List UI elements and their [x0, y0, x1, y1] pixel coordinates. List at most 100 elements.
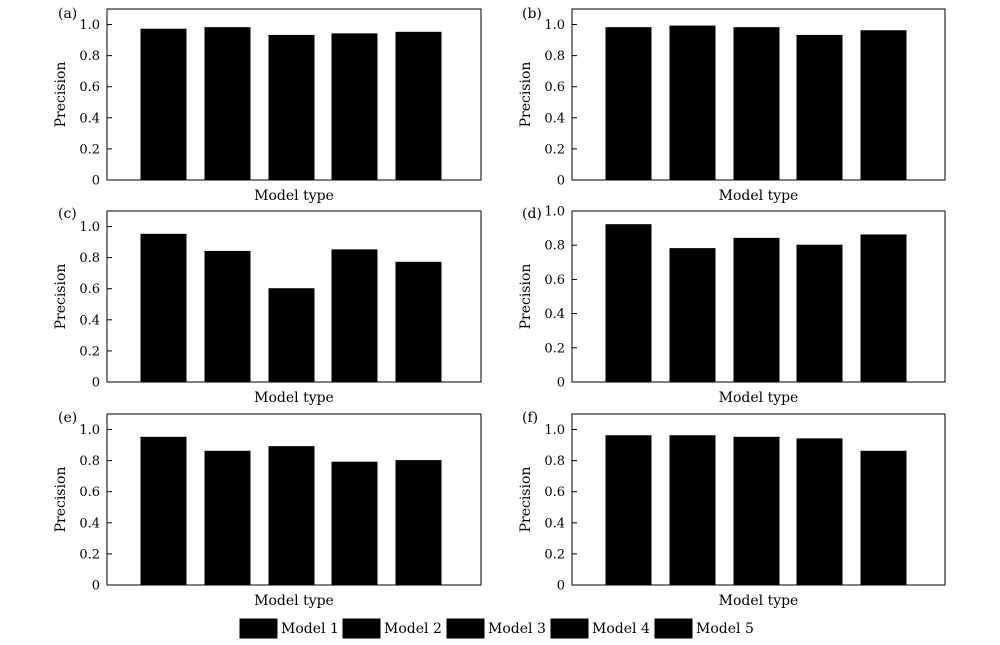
chart-panel: (a) 0 0.2 0.4 0.6 0.8 1.0 Precision Model type	[53, 6, 482, 204]
bar-fill	[205, 251, 250, 382]
x-axis-title: Model type	[719, 390, 799, 406]
legend-swatch-fill	[343, 619, 380, 638]
y-tick-label: 0.8	[544, 49, 565, 64]
bar-outline	[669, 248, 716, 383]
bar-outline	[605, 27, 652, 181]
bar-fill	[141, 29, 186, 180]
bar-outline	[204, 450, 251, 586]
y-tick-label: 0	[92, 579, 100, 594]
bar-fill	[734, 27, 779, 181]
bar-3	[733, 27, 780, 181]
legend-swatch-fill	[447, 619, 484, 638]
bar-outline	[605, 435, 652, 586]
y-tick-label: 1.0	[79, 220, 100, 235]
panel-label: (c)	[58, 206, 77, 222]
legend-label: Model 5	[696, 621, 754, 637]
x-axis-title: Model type	[254, 390, 334, 406]
bar-fill	[205, 451, 250, 585]
y-tick-label: 0	[92, 174, 100, 189]
y-tick-label: 0.4	[544, 111, 565, 126]
bar-3	[268, 288, 315, 383]
legend-entry: Model 1	[239, 618, 339, 639]
bar-2	[204, 27, 251, 181]
y-tick-label: 0.8	[79, 49, 100, 64]
y-tick-label: 0.6	[544, 80, 565, 95]
bar-fill	[269, 35, 314, 180]
bar-1	[140, 233, 187, 383]
panel-label: (a)	[58, 6, 77, 22]
legend-entry: Model 3	[446, 618, 546, 639]
y-tick-label: 0	[557, 579, 565, 594]
y-tick-label: 0.8	[79, 454, 100, 469]
y-axis-title: Precision	[518, 264, 534, 330]
y-axis-title: Precision	[53, 264, 69, 330]
bar-fill	[670, 248, 715, 382]
bar-outline	[204, 27, 251, 181]
bar-outline	[796, 34, 843, 181]
legend-swatch-fill	[655, 619, 692, 638]
bar-outline	[268, 34, 315, 181]
legend: Model 1 Model 2 Model 3 Model 4 Model 5	[239, 618, 754, 639]
bar-fill	[141, 234, 186, 382]
legend-label: Model 1	[281, 621, 339, 637]
bar-fill	[670, 435, 715, 585]
bar-outline	[669, 435, 716, 586]
bar-fill	[396, 460, 441, 585]
bar-fill	[332, 462, 377, 585]
x-axis-title: Model type	[719, 593, 799, 609]
bar-outline	[204, 250, 251, 383]
y-tick-label: 0.6	[544, 273, 565, 288]
bar-outline	[140, 436, 187, 586]
bar-fill	[734, 437, 779, 585]
y-tick-label: 1.0	[544, 18, 565, 33]
bar-5	[395, 460, 442, 586]
bar-outline	[395, 460, 442, 586]
bar-fill	[861, 234, 906, 382]
bar-outline	[669, 25, 716, 181]
chart-panel: (b) 0 0.2 0.4 0.6 0.8 1.0 Precision Model type	[518, 6, 946, 204]
bar-fill	[269, 288, 314, 382]
y-tick-label: 0.4	[544, 307, 565, 322]
bar-fill	[606, 224, 651, 382]
bar-3	[733, 237, 780, 383]
y-tick-label: 0.2	[79, 547, 100, 562]
bar-5	[860, 234, 907, 383]
bar-fill	[332, 33, 377, 180]
y-tick-label: 0.6	[79, 80, 100, 95]
legend-entry: Model 4	[550, 618, 650, 639]
bar-2	[669, 25, 716, 181]
y-tick-label: 0.2	[544, 547, 565, 562]
bar-1	[605, 435, 652, 586]
bar-outline	[605, 224, 652, 383]
y-tick-label: 0	[557, 376, 565, 391]
legend-swatch	[446, 618, 485, 639]
panel-label: (b)	[522, 6, 542, 22]
legend-swatch	[342, 618, 381, 639]
y-tick-label: 0.4	[79, 111, 100, 126]
y-tick-label: 0.8	[544, 454, 565, 469]
bar-2	[204, 250, 251, 383]
y-tick-label: 1.0	[79, 423, 100, 438]
bar-fill	[332, 249, 377, 382]
bar-4	[331, 461, 378, 586]
bar-outline	[733, 237, 780, 383]
bar-outline	[860, 30, 907, 181]
bar-3	[733, 436, 780, 586]
panel-label: (e)	[58, 410, 77, 426]
bar-outline	[860, 234, 907, 383]
bar-fill	[606, 27, 651, 181]
legend-label: Model 4	[592, 621, 650, 637]
bar-outline	[331, 249, 378, 383]
legend-swatch	[654, 618, 693, 639]
bar-outline	[140, 28, 187, 181]
bar-5	[860, 30, 907, 181]
bar-fill	[861, 451, 906, 585]
bar-4	[331, 33, 378, 181]
y-tick-label: 0.6	[79, 282, 100, 297]
y-tick-label: 0.2	[544, 341, 565, 356]
bar-fill	[396, 32, 441, 181]
chart-panel: (f) 0 0.2 0.4 0.6 0.8 1.0 Precision Model type	[518, 410, 946, 609]
y-tick-label: 0.4	[79, 313, 100, 328]
bar-2	[669, 435, 716, 586]
